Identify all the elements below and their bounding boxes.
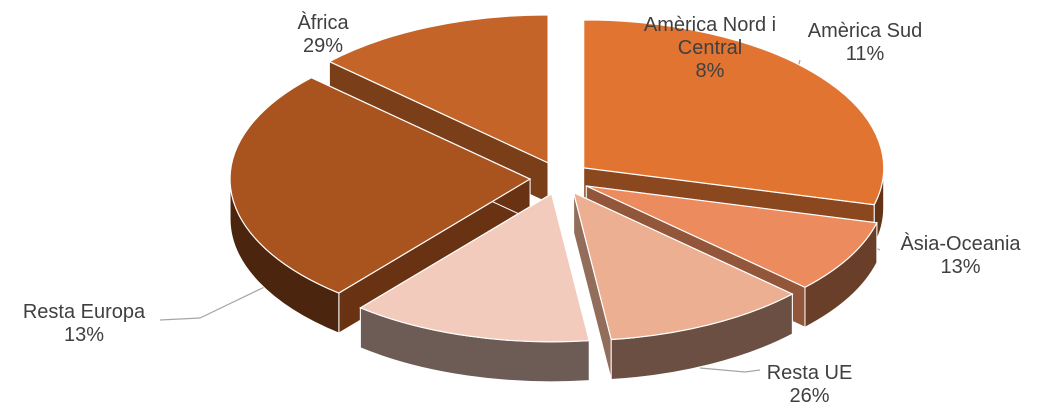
slice-label-africa: Àfrica 29% (268, 12, 378, 58)
slice-top-face (583, 19, 885, 206)
slice-top-face (328, 14, 549, 164)
slice-label-america-sud: Amèrica Sud 11% (790, 20, 940, 66)
slice-label-asia-oceania: Àsia-Oceania 13% (878, 233, 1042, 279)
slice-name: Resta Europa (22, 301, 146, 323)
slice-name: Àsia-Oceania (900, 233, 1021, 255)
slice-name: Àfrica (297, 12, 349, 34)
slice-label-resta-europa: Resta Europa 13% (8, 301, 160, 347)
slice-value: 29% (302, 35, 344, 57)
slice-top-face (586, 185, 878, 288)
slice-value: 13% (63, 324, 105, 346)
leader-line (699, 367, 761, 373)
slice-value: 8% (695, 60, 725, 82)
slice-top-face (572, 191, 794, 341)
pie-slice-àsia-oceania (359, 192, 590, 383)
leader-line (159, 281, 276, 321)
slice-name: Amèrica Nord i Central (643, 14, 777, 59)
pie-slices (229, 14, 885, 383)
slice-value: 13% (940, 256, 981, 278)
slice-label-resta-ue: Resta UE 26% (752, 362, 867, 408)
slice-label-america-nord-central: Amèrica Nord i Central 8% (620, 14, 800, 83)
slice-name: Resta UE (766, 362, 853, 384)
slice-top-face (229, 77, 532, 294)
slice-value: 26% (789, 385, 830, 407)
slice-top-face (359, 192, 590, 343)
slice-value: 11% (845, 43, 885, 65)
pie-slice-amèrica-sud (572, 191, 794, 381)
slice-name: Amèrica Sud (807, 20, 923, 42)
